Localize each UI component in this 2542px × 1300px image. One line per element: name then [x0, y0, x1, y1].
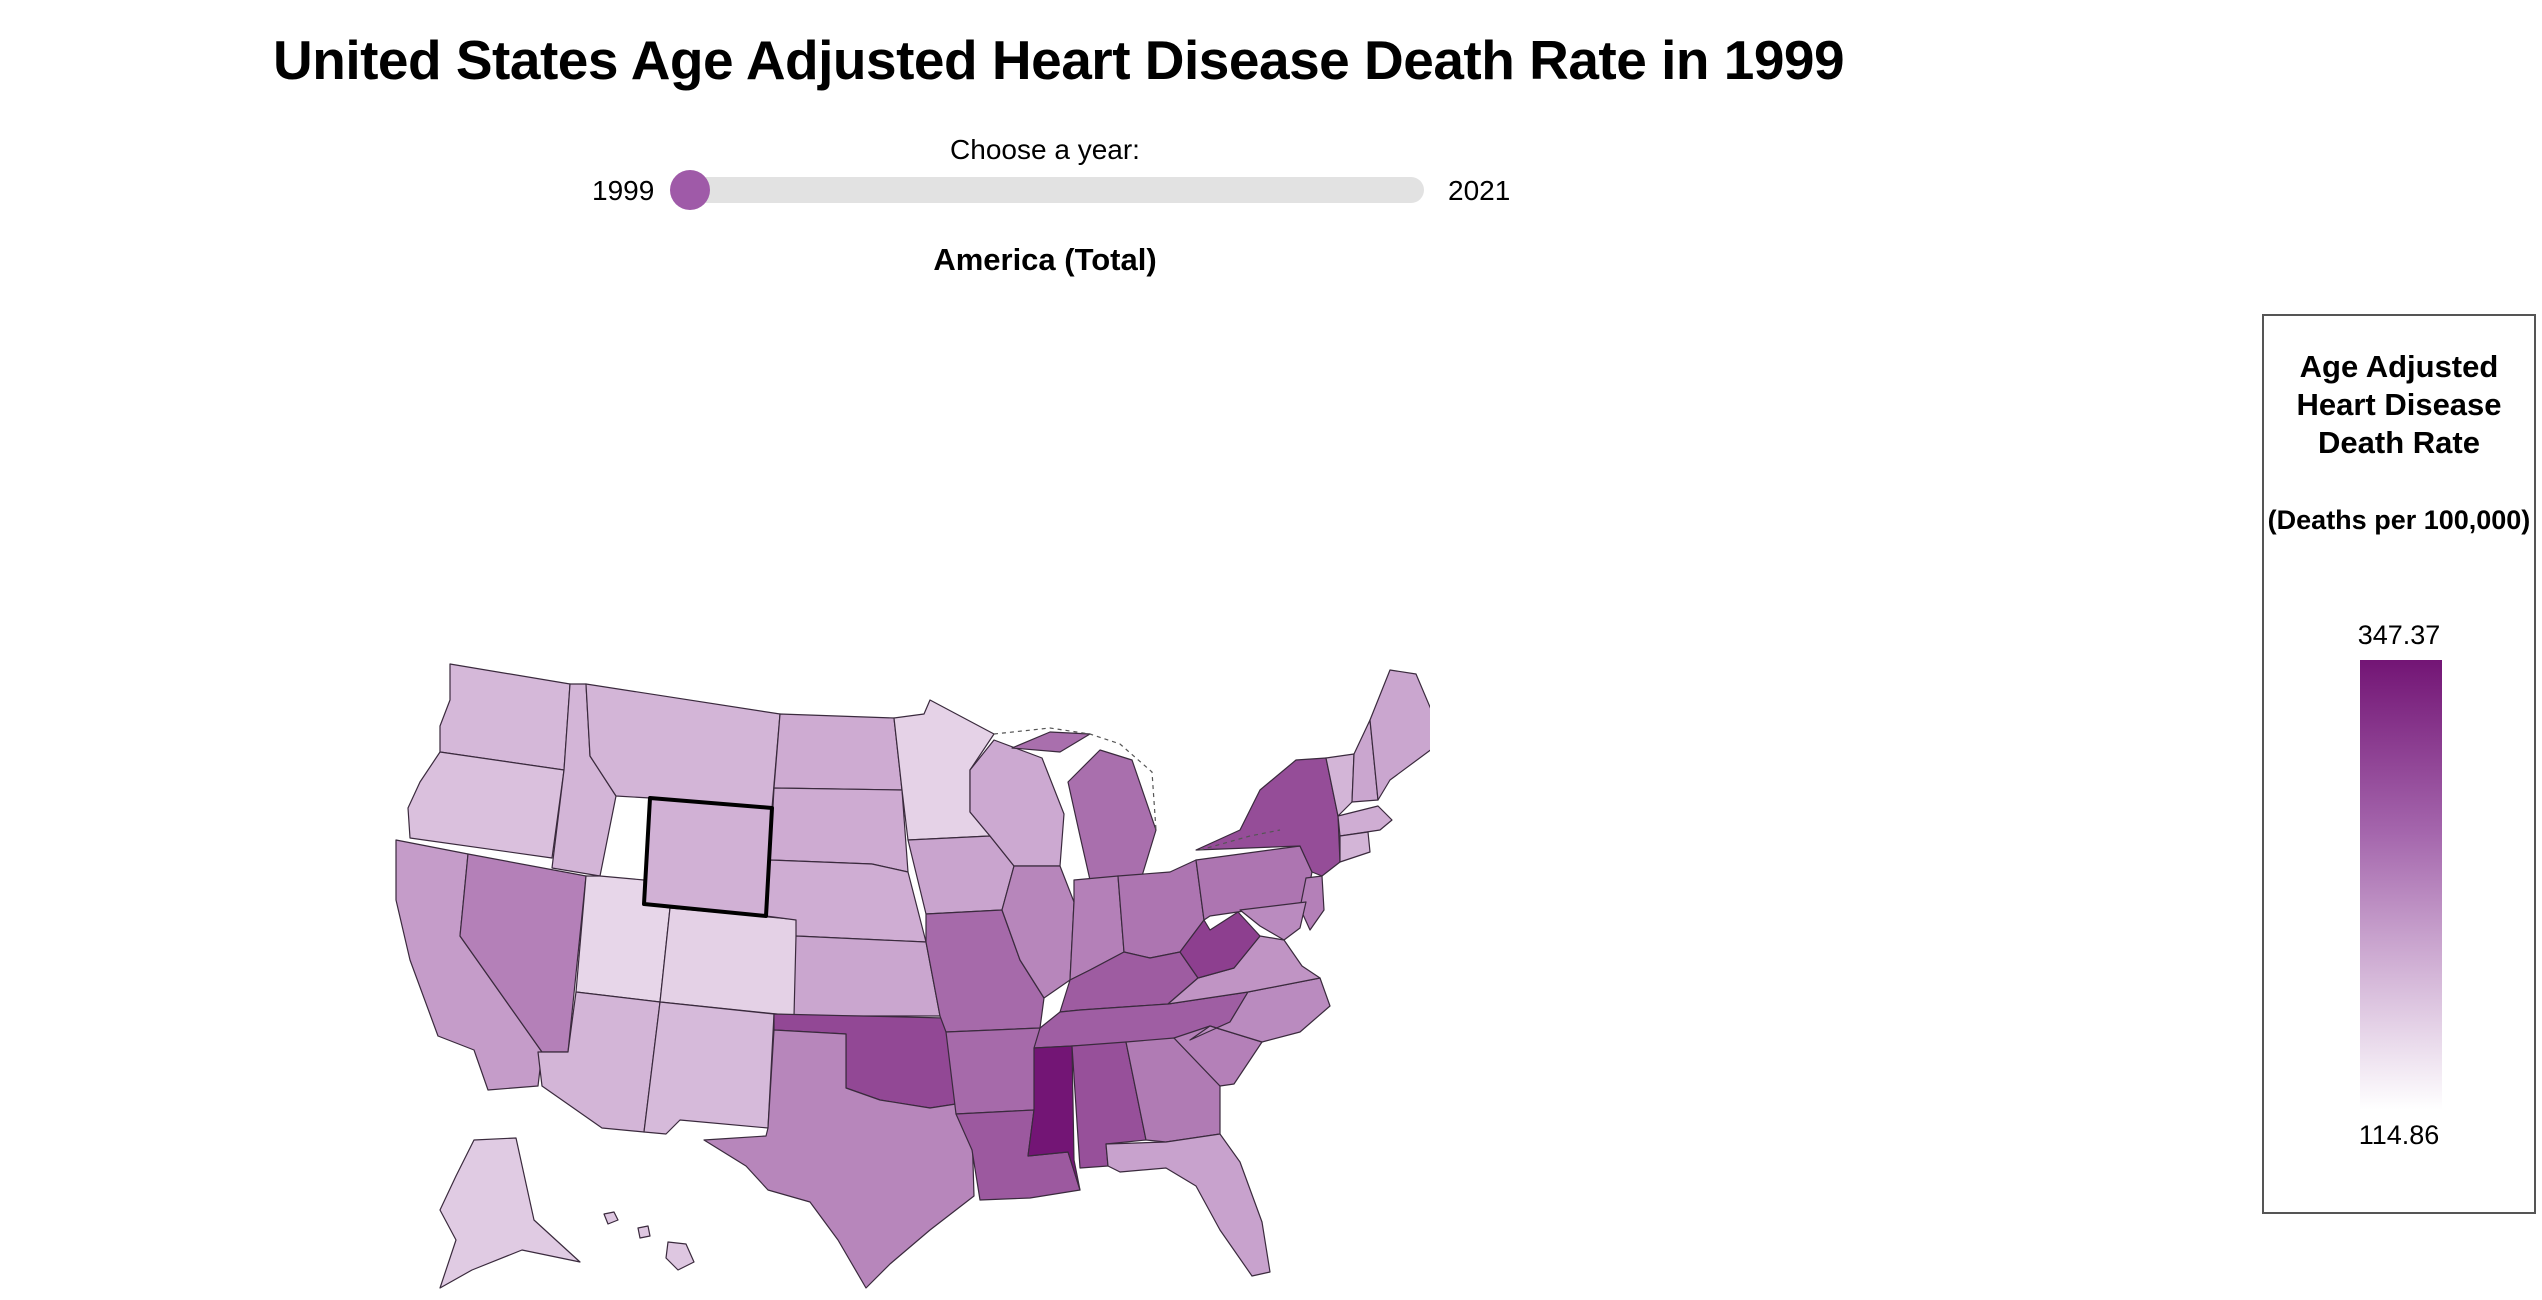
state-florida[interactable] — [1105, 1133, 1271, 1277]
state-wyoming[interactable] — [642, 796, 774, 918]
year-slider-max-label: 2021 — [1448, 175, 1511, 206]
year-slider-thumb[interactable] — [670, 170, 710, 210]
great-lakes-outline — [993, 727, 1281, 851]
state-washington[interactable] — [439, 663, 571, 771]
region-subtitle: America (Total) — [933, 242, 1157, 277]
state-north-dakota[interactable] — [773, 713, 903, 791]
page-title: United States Age Adjusted Heart Disease… — [273, 29, 1845, 91]
state-massachusetts[interactable] — [1337, 805, 1393, 837]
state-maryland[interactable] — [1239, 901, 1307, 941]
legend-title: Age Adjusted Heart Disease Death Rate — [2296, 349, 2502, 460]
state-texas[interactable] — [703, 1029, 975, 1289]
legend-max-value: 347.37 — [2357, 620, 2441, 650]
legend-min-value: 114.86 — [2358, 1120, 2440, 1150]
year-slider-label: Choose a year: — [950, 134, 1140, 165]
state-new-mexico[interactable] — [643, 1001, 775, 1135]
year-slider-min-label: 1999 — [592, 175, 655, 206]
state-hawaii[interactable] — [603, 1211, 695, 1271]
state-kansas[interactable] — [793, 935, 941, 1017]
state-west-virginia[interactable] — [1179, 911, 1261, 979]
state-colorado[interactable] — [659, 907, 803, 1017]
state-arkansas[interactable] — [945, 1027, 1041, 1115]
state-maine[interactable] — [1369, 669, 1430, 801]
state-alaska[interactable] — [439, 1137, 581, 1289]
state-iowa[interactable] — [907, 835, 1015, 915]
us-choropleth-map — [395, 663, 1430, 1289]
state-north-carolina[interactable] — [1189, 977, 1331, 1043]
legend-color-gradient — [2360, 660, 2442, 1110]
state-montana[interactable] — [585, 683, 781, 809]
state-oregon[interactable] — [407, 751, 565, 859]
legend-unit: (Deaths per 100,000) — [2267, 505, 2531, 535]
state-south-carolina[interactable] — [1173, 1025, 1263, 1087]
legend-panel: Age Adjusted Heart Disease Death Rate (D… — [2262, 314, 2536, 1214]
state-mississippi[interactable] — [1027, 1045, 1081, 1191]
state-illinois[interactable] — [1001, 865, 1075, 999]
state-south-dakota[interactable] — [769, 787, 909, 873]
state-connecticut[interactable] — [1339, 831, 1371, 863]
year-slider-track[interactable] — [672, 177, 1424, 203]
